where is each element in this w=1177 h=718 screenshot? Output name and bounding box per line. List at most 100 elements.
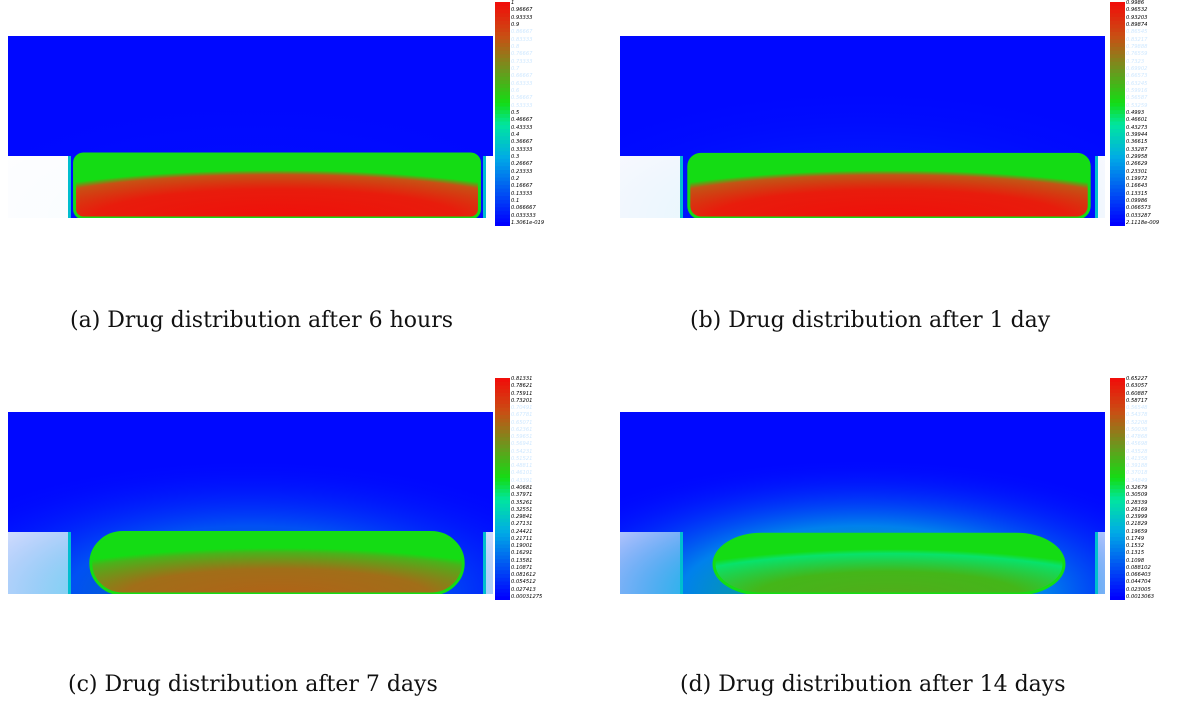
- colorbar-segment: [495, 54, 510, 59]
- colorbar-tick-label: 0.29958: [1126, 154, 1148, 160]
- colorbar-segment: [1110, 396, 1125, 401]
- colorbar-tick-label: 0.96667: [511, 7, 533, 14]
- colorbar-segment: [495, 389, 510, 394]
- left-edge-strip: [68, 156, 71, 218]
- colorbar-segment: [495, 507, 510, 512]
- colorbar-segment: [1110, 407, 1125, 412]
- colorbar-segment: [1110, 570, 1125, 575]
- colorbar-tick-label: 0.6: [511, 88, 520, 94]
- colorbar-segment: [495, 496, 510, 501]
- colorbar-tick-label: 0.1532: [1126, 543, 1145, 550]
- colorbar-segment: [495, 114, 510, 119]
- colorbar-segment: [495, 166, 510, 171]
- colorbar-d: [1110, 378, 1125, 600]
- colorbar-segment: [1110, 507, 1125, 512]
- colorbar-segment: [495, 184, 510, 190]
- colorbar-segment: [495, 570, 510, 575]
- colorbar-segment: [495, 125, 510, 130]
- colorbar-segment: [1110, 76, 1125, 81]
- colorbar-tick-label: 0.16667: [511, 183, 533, 190]
- colorbar-segment: [1110, 444, 1125, 449]
- colorbar-tick-label: 0.21829: [1126, 521, 1148, 528]
- colorbar-tick-label: 0.7: [511, 66, 520, 72]
- colorbar-segment: [1110, 143, 1125, 149]
- colorbar-segment: [495, 173, 510, 179]
- simulation-plot-b: [620, 36, 1105, 218]
- colorbar-tick-label: 0.59916: [1126, 88, 1148, 94]
- colorbar-segment: [495, 188, 510, 193]
- colorbar-segment: [1110, 106, 1125, 111]
- colorbar-tick-label: 0.10871: [511, 564, 533, 571]
- colorbar-tick-label: 0.19659: [1126, 528, 1148, 535]
- colorbar-segment: [1110, 207, 1125, 212]
- colorbar-segment: [495, 429, 510, 435]
- colorbar-segment: [495, 403, 510, 409]
- colorbar-segment: [495, 110, 510, 115]
- colorbar-tick-label: 0.56667: [511, 95, 533, 102]
- colorbar-segment: [495, 20, 510, 25]
- colorbar-segment: [1110, 54, 1125, 59]
- colorbar-tick-label: 0.46667: [511, 117, 533, 124]
- colorbar-segment: [1110, 466, 1125, 472]
- colorbar-segment: [1110, 65, 1125, 70]
- colorbar-segment: [495, 422, 510, 427]
- colorbar-tick-label: 0.37971: [511, 492, 533, 499]
- colorbar-segment: [495, 433, 510, 438]
- colorbar-segment: [495, 28, 510, 33]
- colorbar-segment: [495, 459, 510, 464]
- colorbar-tick-label: 0.50038: [1126, 426, 1148, 433]
- colorbar-segment: [1110, 544, 1125, 549]
- colorbar-tick-label: 0.52208: [1126, 419, 1148, 426]
- colorbar-segment: [1110, 463, 1125, 468]
- colorbar-segment: [495, 477, 510, 483]
- colorbar-segment: [495, 87, 510, 93]
- colorbar-tick-label: 0.09986: [1126, 198, 1148, 204]
- simulation-plot-d: [620, 412, 1105, 594]
- colorbar-tick-label: 0.76667: [511, 51, 533, 58]
- colorbar-segment: [1110, 188, 1125, 193]
- colorbar-segment: [495, 566, 510, 571]
- colorbar-tick-label: 0.62361: [511, 426, 533, 433]
- colorbar-tick-label: 0.35261: [511, 499, 533, 506]
- colorbar-segment: [1110, 99, 1125, 104]
- simulation-plot-a: [8, 36, 493, 218]
- colorbar-tick-label: 0.45698: [1126, 441, 1148, 448]
- colorbar-tick-label: 0.54231: [511, 448, 533, 455]
- colorbar-segment: [1110, 173, 1125, 179]
- colorbar-segment: [1110, 28, 1125, 33]
- colorbar-segment: [495, 392, 510, 398]
- colorbar-tick-label: 0.088102: [1126, 564, 1151, 571]
- colorbar-tick-label: 0.044704: [1126, 579, 1151, 586]
- colorbar-segment: [495, 418, 510, 423]
- colorbar-tick-label: 0.39188: [1126, 463, 1148, 470]
- colorbar-tick-label: 0.53259: [1126, 102, 1148, 109]
- colorbar-segment: [1110, 489, 1125, 494]
- colorbar-tick-label: 0.9986: [1126, 0, 1145, 6]
- colorbar-segment: [1110, 411, 1125, 416]
- colorbar-tick-label: 0.63057: [1126, 383, 1148, 390]
- colorbar-tick-label: 0.58717: [1126, 397, 1148, 404]
- colorbar-segment: [495, 485, 510, 490]
- colorbar-tick-label: 0.93333: [511, 14, 533, 21]
- colorbar-segment: [1110, 448, 1125, 453]
- colorbar-segment: [1110, 485, 1125, 490]
- colorbar-segment: [495, 555, 510, 560]
- colorbar-tick-label: 0.63245: [1126, 80, 1148, 87]
- colorbar-tick-label: 0.67781: [511, 412, 533, 419]
- colorbar-segment: [1110, 496, 1125, 501]
- colorbar-segment: [495, 455, 510, 460]
- colorbar-segment: [1110, 46, 1125, 52]
- colorbar-tick-label: 0.81331: [511, 376, 533, 382]
- colorbar-tick-label: 0.033287: [1126, 212, 1151, 219]
- colorbar-segment: [1110, 16, 1125, 22]
- colorbar-tick-label: 0.8: [511, 44, 520, 50]
- caption-d: (d) Drug distribution after 14 days: [680, 672, 1066, 697]
- colorbar-segment: [1110, 392, 1125, 398]
- colorbar-segment: [1110, 537, 1125, 542]
- colorbar-segment: [1110, 13, 1125, 18]
- colorbar-segment: [495, 503, 510, 509]
- colorbar-segment: [495, 170, 510, 175]
- colorbar-segment: [1110, 526, 1125, 531]
- colorbar-segment: [1110, 533, 1125, 538]
- colorbar-tick-label: 0.96532: [1126, 7, 1148, 14]
